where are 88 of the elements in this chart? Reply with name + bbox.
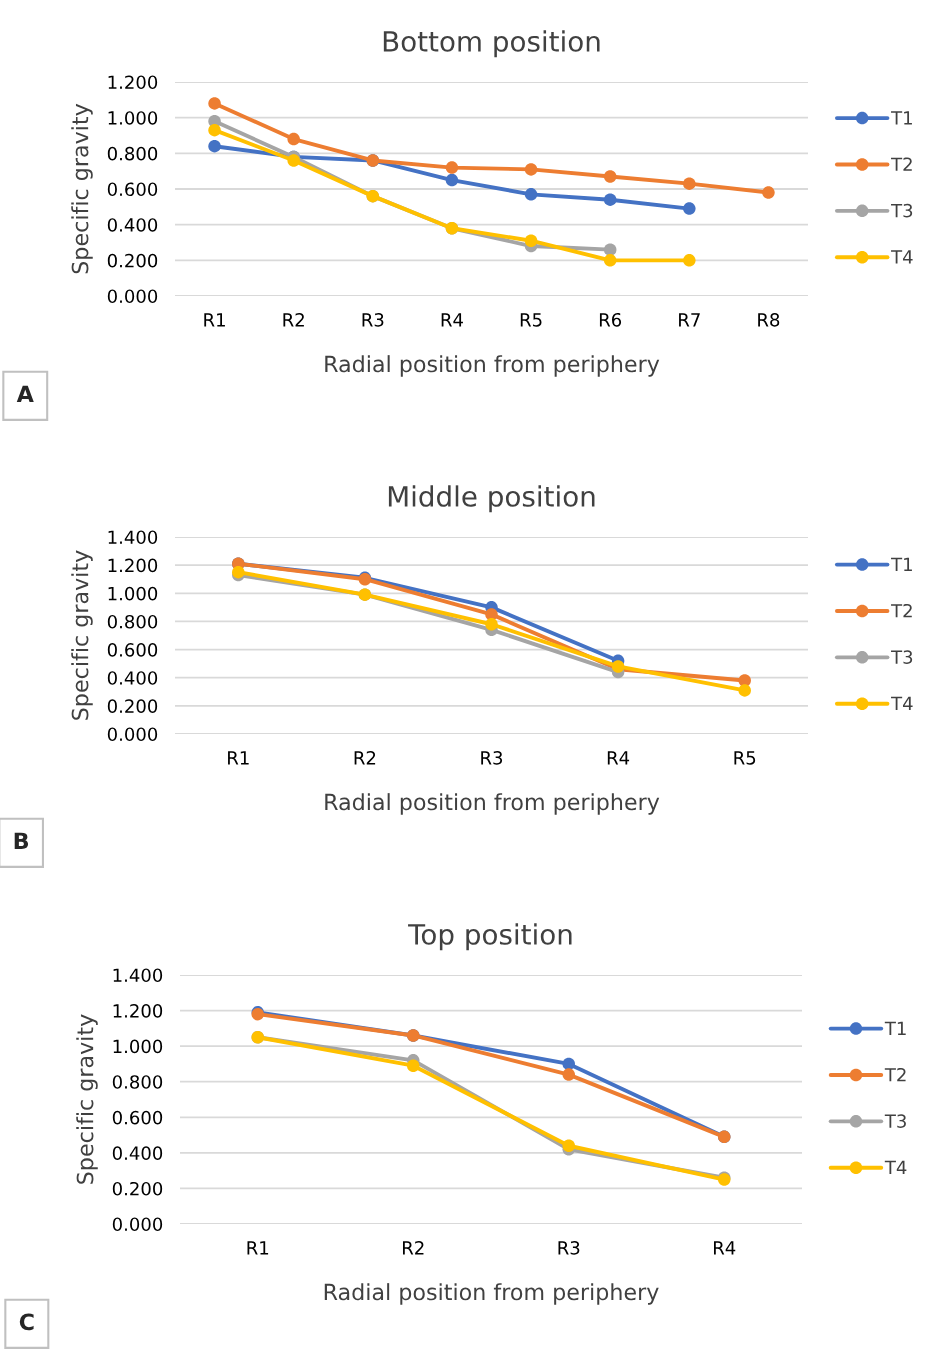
y-tick-label: 1.200: [108, 75, 158, 90]
point: [562, 1057, 575, 1071]
legend-label: T1: [891, 557, 912, 571]
point: [524, 234, 538, 247]
point: [445, 161, 459, 174]
y-tick-label: 0.200: [107, 699, 158, 713]
x-tick-label: R3: [558, 1240, 580, 1255]
text: C: [19, 1313, 34, 1331]
legend-label: T3: [891, 650, 913, 664]
x-tick-label: R1: [204, 313, 225, 327]
point: [762, 186, 775, 199]
y-tick-label: 0.800: [107, 614, 158, 629]
y-tick-label: 1.400: [113, 968, 163, 983]
x-tick-label: R2: [283, 312, 304, 327]
point: [287, 154, 300, 167]
x-axis-title: Radial position from periphery: [324, 1283, 659, 1305]
x-axis-title: Radial position from periphery: [325, 355, 660, 377]
y-tick-label: 1.000: [108, 586, 158, 601]
chart-title: Bottom position: [383, 30, 600, 58]
x-tick-label: R7: [679, 313, 700, 327]
chart-title: Top position: [408, 923, 572, 951]
legend-label: T4: [891, 696, 913, 711]
point: [738, 684, 751, 697]
y-tick-label: 1.400: [108, 530, 158, 545]
x-tick-label: R1: [247, 1241, 269, 1255]
point: [562, 1139, 575, 1152]
legend-label: T4: [891, 250, 913, 264]
legend-label: T2: [891, 603, 912, 618]
y-tick-label: 0.000: [107, 727, 158, 742]
y-tick-label: 0.000: [107, 289, 158, 304]
x-tick-label: R5: [520, 313, 542, 327]
point: [524, 188, 538, 201]
x-tick-label: R1: [228, 751, 249, 765]
point: [683, 177, 696, 190]
y-axis-title: Specific gravity: [71, 103, 93, 274]
legend-label: T3: [884, 1114, 906, 1128]
y-tick-label: 0.800: [107, 146, 158, 161]
x-axis-title: Radial position from periphery: [325, 793, 660, 815]
y-tick-label: 0.800: [112, 1075, 163, 1089]
y-tick-label: 0.600: [107, 182, 158, 197]
legend-label: T1: [891, 111, 912, 125]
x-tick-label: R2: [403, 1240, 424, 1255]
x-tick-label: R5: [734, 751, 756, 765]
x-tick-label: R2: [354, 750, 376, 765]
y-tick-label: 0.400: [107, 671, 158, 685]
x-tick-label: R4: [441, 313, 463, 327]
point: [562, 1068, 575, 1081]
point: [445, 173, 459, 187]
x-tick-label: R4: [714, 1241, 736, 1255]
y-tick-label: 0.200: [107, 253, 158, 268]
y-tick-label: 1.000: [113, 1039, 163, 1054]
y-tick-label: 1.200: [113, 1004, 163, 1018]
y-axis-title: Specific gravity: [76, 1014, 98, 1184]
chart-title: Middle position: [388, 485, 595, 513]
point: [208, 139, 221, 153]
point: [208, 97, 221, 110]
legend-label: T3: [891, 203, 913, 218]
y-tick-label: 0.400: [112, 1146, 163, 1160]
x-tick-label: R3: [481, 750, 503, 765]
point: [524, 163, 538, 176]
legend-label: T2: [884, 1067, 906, 1082]
legend-label: T2: [891, 157, 912, 171]
text: B: [14, 832, 29, 849]
y-tick-label: 0.400: [107, 218, 158, 232]
point: [208, 123, 221, 137]
y-tick-label: 1.200: [108, 558, 158, 573]
y-tick-label: 0.200: [112, 1181, 163, 1196]
point: [603, 243, 617, 256]
point: [603, 254, 617, 267]
point: [287, 132, 300, 146]
point: [485, 617, 498, 631]
point: [683, 202, 696, 215]
point: [603, 170, 617, 183]
x-tick-label: R6: [599, 312, 622, 327]
point: [683, 254, 696, 267]
x-tick-label: R8: [758, 312, 780, 327]
y-tick-label: 1.000: [108, 111, 158, 125]
y-tick-label: 0.600: [107, 643, 158, 657]
x-tick-label: R4: [607, 751, 630, 765]
y-tick-label: 0.000: [112, 1217, 163, 1232]
legend-label: T1: [884, 1021, 906, 1035]
point: [407, 1059, 420, 1072]
y-axis-title: Specific gravity: [71, 550, 93, 720]
x-tick-label: R3: [362, 312, 384, 327]
text: A: [16, 385, 34, 402]
point: [603, 193, 617, 206]
y-tick-label: 0.600: [112, 1110, 163, 1125]
legend-label: T4: [884, 1160, 907, 1175]
